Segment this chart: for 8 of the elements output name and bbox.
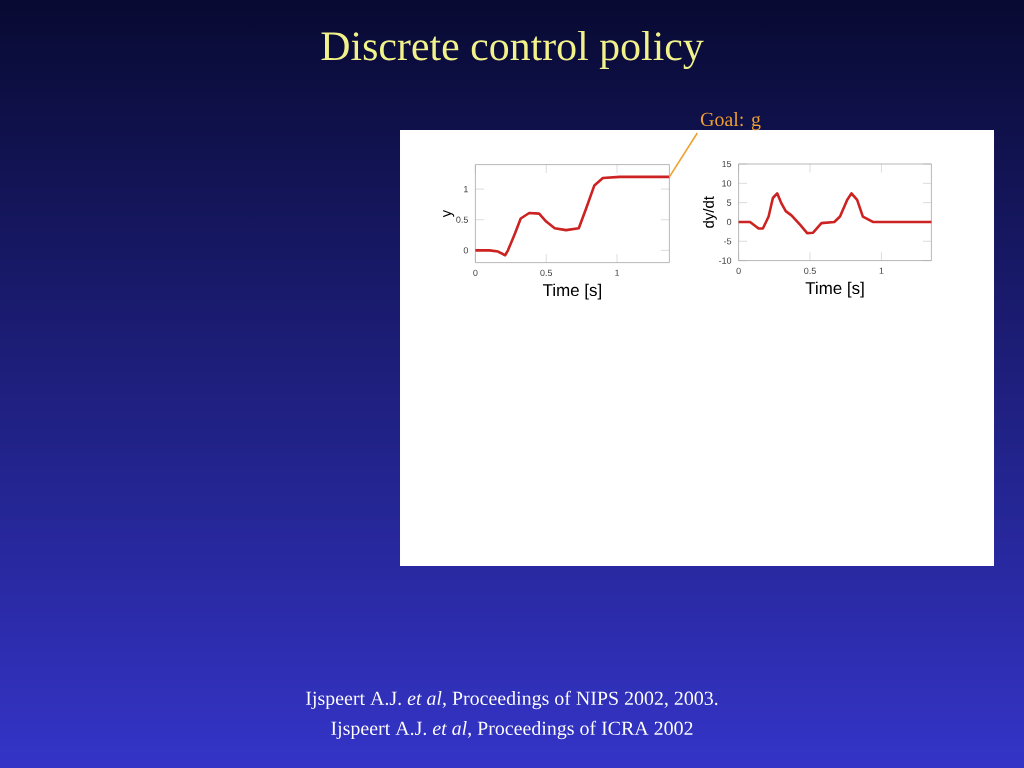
chart-title: Discrete control policy bbox=[321, 30, 704, 70]
text: Ijspeert A.J. et al, Proceedings of ICRA 2002 bbox=[331, 720, 693, 740]
text: Ijspeert A.J. et al, Proceedings of NIPS 2002, 2003. bbox=[306, 690, 718, 710]
x-axis-title: Time [s] bbox=[805, 281, 864, 298]
x-axis-title: Time [s] bbox=[542, 283, 601, 300]
line-series bbox=[474, 175, 671, 257]
annotation: Goal: g bbox=[700, 112, 761, 131]
line-series bbox=[737, 192, 933, 235]
